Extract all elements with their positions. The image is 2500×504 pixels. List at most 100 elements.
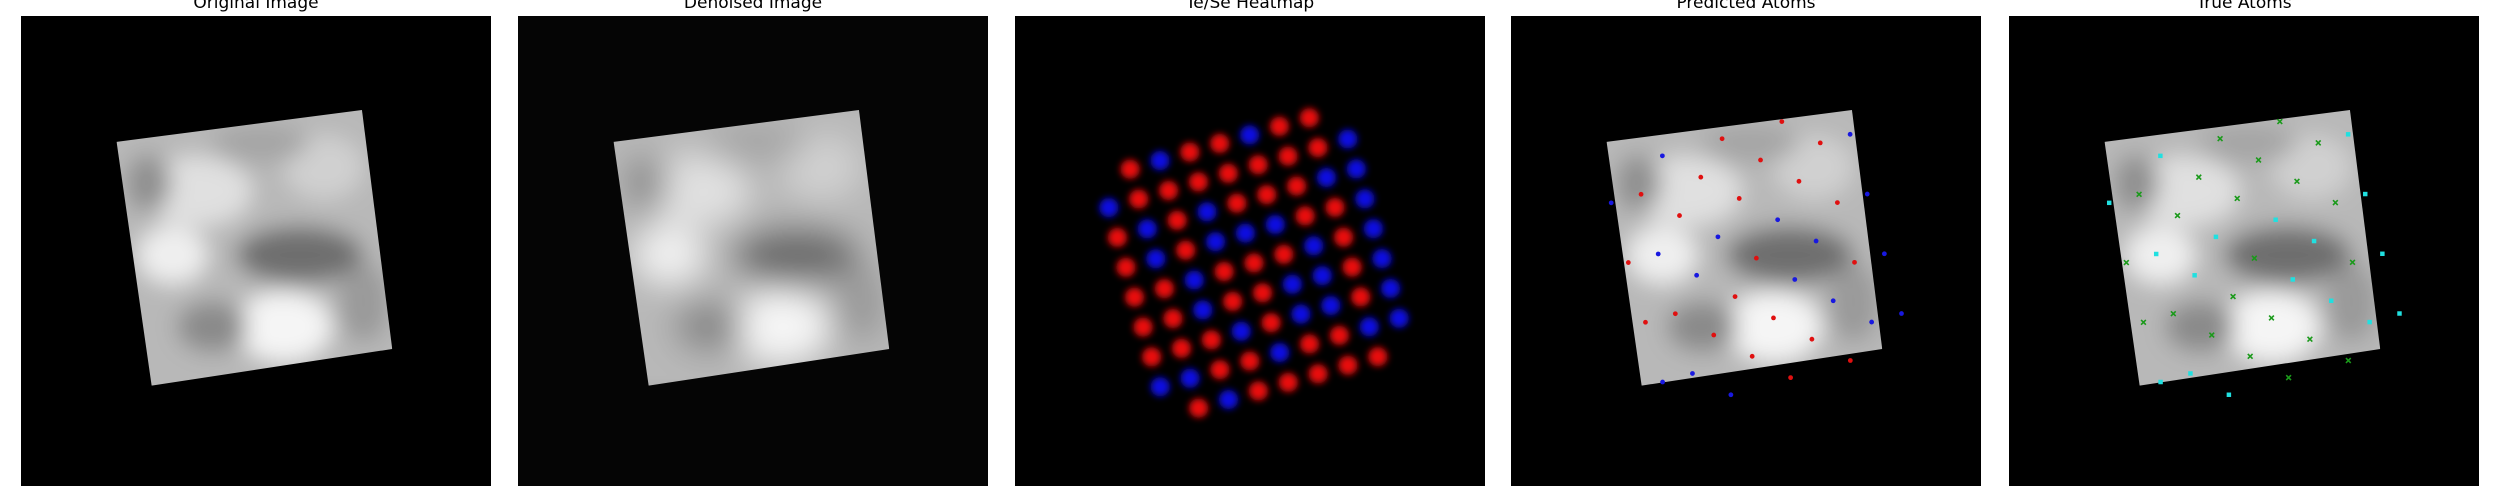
heatmap bbox=[1099, 108, 1409, 418]
heat-spot bbox=[1248, 381, 1268, 401]
heat-spot bbox=[1355, 189, 1375, 209]
predicted-atom bbox=[1715, 234, 1721, 240]
heat-spot bbox=[1193, 300, 1213, 320]
true-atom bbox=[2195, 174, 2202, 181]
heat-spot bbox=[1368, 347, 1388, 367]
panel-title: True Atoms bbox=[2195, 0, 2291, 13]
true-atom bbox=[2234, 195, 2241, 202]
heat-spot bbox=[1342, 257, 1362, 277]
panel-title: Original Image bbox=[193, 0, 318, 13]
heat-spot bbox=[1351, 287, 1371, 307]
heat-spot bbox=[1274, 244, 1294, 264]
true-atom bbox=[2158, 379, 2163, 385]
true-atom bbox=[2230, 293, 2237, 300]
predicted-atom bbox=[1881, 251, 1887, 257]
heat-spot bbox=[1316, 167, 1337, 188]
heat-spot bbox=[1381, 278, 1401, 298]
predicted-atom bbox=[1847, 131, 1853, 137]
true-atom bbox=[2306, 336, 2313, 343]
heat-spot bbox=[1150, 377, 1170, 397]
predicted-atom bbox=[1719, 136, 1725, 142]
panel bbox=[2009, 16, 2479, 487]
predicted-atom bbox=[1869, 319, 1875, 325]
true-atom bbox=[2380, 251, 2385, 257]
true-atom bbox=[2328, 298, 2334, 304]
predicted-atom bbox=[1864, 191, 1870, 197]
heat-spot bbox=[1107, 227, 1127, 248]
heat-spot bbox=[1346, 159, 1366, 179]
heat-spot bbox=[1261, 313, 1281, 333]
true-atom bbox=[2363, 191, 2368, 197]
true-atom bbox=[2397, 311, 2402, 316]
heat-spot bbox=[1210, 360, 1230, 380]
true-atom bbox=[2273, 217, 2278, 222]
true-atom bbox=[2367, 319, 2372, 325]
heat-spot bbox=[1359, 317, 1379, 337]
heat-spot bbox=[1214, 261, 1234, 282]
predicted-atom bbox=[1698, 174, 1704, 180]
true-atom bbox=[2349, 259, 2356, 266]
predicted-atom bbox=[1694, 272, 1700, 278]
true-atom bbox=[2208, 332, 2215, 338]
heat-spot bbox=[1197, 202, 1217, 222]
heat-spot bbox=[1265, 214, 1285, 235]
panel bbox=[1015, 16, 1485, 487]
predicted-atom bbox=[1813, 238, 1819, 244]
heat-spot bbox=[1120, 159, 1140, 179]
heat-spot bbox=[1137, 219, 1157, 239]
heat-spot bbox=[1372, 249, 1392, 269]
heat-spot bbox=[1269, 116, 1290, 136]
panel-title: Predicted Atoms bbox=[1676, 0, 1815, 13]
heat-spot bbox=[1299, 334, 1320, 354]
predicted-atom bbox=[1672, 311, 1678, 317]
heat-spot bbox=[1223, 291, 1243, 311]
heat-spot bbox=[1201, 330, 1221, 350]
predicted-atom bbox=[1660, 379, 1665, 385]
true-atom bbox=[2290, 277, 2296, 282]
heat-spot bbox=[1287, 176, 1307, 196]
predicted-atom bbox=[1796, 178, 1802, 184]
heat-spot bbox=[1129, 189, 1149, 209]
predicted-atom bbox=[1608, 200, 1614, 206]
true-atom bbox=[2315, 139, 2322, 146]
heat-spot bbox=[1295, 206, 1315, 226]
true-atom bbox=[2192, 273, 2197, 278]
predicted-atom bbox=[1771, 315, 1776, 321]
predicted-atom bbox=[1736, 196, 1742, 201]
panel bbox=[1511, 16, 1981, 487]
panel bbox=[518, 16, 989, 487]
predicted-atom bbox=[1690, 371, 1695, 376]
predicted-atom bbox=[1847, 358, 1853, 363]
heat-spot bbox=[1278, 372, 1298, 392]
heat-spot bbox=[1235, 223, 1255, 243]
true-atom bbox=[2140, 319, 2147, 326]
heat-spot bbox=[1176, 240, 1196, 260]
true-atom bbox=[2255, 157, 2262, 163]
true-atom bbox=[2276, 118, 2283, 125]
heat-spot bbox=[1150, 151, 1170, 171]
true-atom bbox=[2136, 191, 2143, 198]
heat-spot bbox=[1124, 287, 1145, 307]
heat-spot bbox=[1257, 185, 1277, 205]
predicted-atom bbox=[1638, 191, 1644, 197]
predicted-atom bbox=[1732, 294, 1738, 299]
heat-spot bbox=[1244, 253, 1264, 273]
true-atom bbox=[2345, 357, 2352, 364]
predicted-atom bbox=[1899, 311, 1904, 316]
true-atom bbox=[2158, 153, 2163, 159]
heat-spot bbox=[1282, 274, 1302, 294]
heat-spot bbox=[1363, 219, 1383, 239]
predicted-atom bbox=[1775, 217, 1781, 223]
heat-spot bbox=[1248, 155, 1268, 175]
heat-spot bbox=[1180, 142, 1200, 162]
true-atom bbox=[2217, 135, 2224, 142]
predicted-atom bbox=[1809, 336, 1815, 342]
true-atom bbox=[2345, 132, 2351, 137]
heat-spot bbox=[1308, 138, 1328, 158]
predicted-atom bbox=[1655, 251, 1661, 257]
predicted-atom bbox=[1834, 200, 1840, 206]
panel-title: Te/Se Heatmap bbox=[1185, 0, 1314, 13]
heat-spot bbox=[1180, 368, 1200, 388]
heat-spot bbox=[1338, 355, 1358, 375]
true-atom bbox=[2106, 200, 2112, 206]
